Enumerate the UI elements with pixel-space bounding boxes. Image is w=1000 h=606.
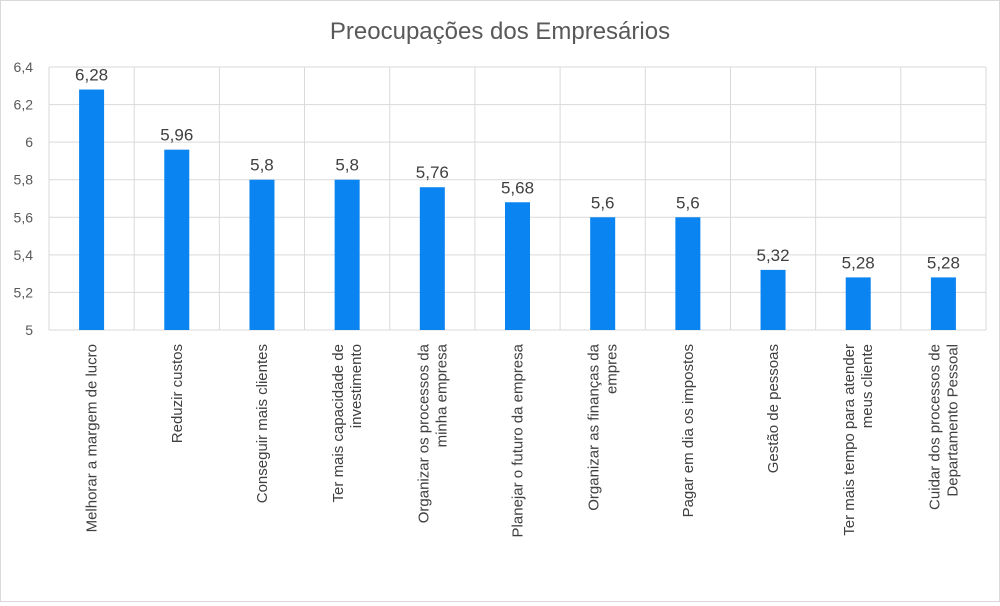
x-tick-label: Gestão de pessoas (765, 344, 782, 473)
x-tick-label-line: empres (604, 344, 621, 394)
bar (590, 217, 616, 330)
x-tick-label-line: Organizar as finanças da (586, 343, 603, 510)
bar (760, 269, 786, 330)
x-tick-label-line: minha empresa (433, 343, 450, 447)
data-label: 5,8 (335, 156, 359, 175)
data-label: 5,8 (250, 156, 274, 175)
x-axis: Melhorar a margem de lucro Reduzir custos… (84, 343, 962, 537)
x-tick-label-line: Reduzir custos (169, 344, 186, 443)
bar (930, 277, 956, 330)
x-tick-label-line: Organizar os processos da (415, 343, 432, 523)
chart-title: Preocupações dos Empresários (330, 18, 670, 45)
y-tick-label: 6 (25, 134, 33, 150)
data-label: 5,68 (501, 178, 534, 197)
data-label: 5,76 (416, 163, 449, 182)
bar (505, 202, 530, 330)
x-tick-label: Reduzir custos (169, 344, 186, 443)
x-tick-label: Cuidar dos processos deDepartamento Pess… (926, 344, 961, 510)
bar (419, 187, 445, 330)
x-tick-label-line: Planejar o futuro da empresa (510, 343, 527, 537)
x-tick-label: Organizar os processos daminha empresa (415, 343, 450, 523)
x-tick-label: Organizar as finanças daempres (586, 343, 621, 510)
bar (249, 179, 275, 330)
gridlines (48, 66, 987, 331)
x-tick-label-line: Melhorar a margem de lucro (84, 344, 101, 532)
data-label: 5,6 (676, 193, 700, 212)
x-tick-label: Melhorar a margem de lucro (84, 344, 101, 532)
x-tick-label: Conseguir mais clientes (254, 344, 271, 503)
x-tick-label-line: Pagar em dia os impostos (680, 344, 697, 517)
bar (164, 149, 190, 330)
bars (79, 89, 956, 331)
y-axis: 5 5,2 5,4 5,6 5,8 6 6,2 6,4 (14, 59, 34, 338)
data-label: 5,28 (927, 253, 960, 272)
x-tick-label-line: Conseguir mais clientes (254, 344, 271, 503)
x-tick-label-line: Gestão de pessoas (765, 344, 782, 473)
y-tick-label: 5,6 (14, 209, 34, 225)
bar (845, 277, 871, 330)
bar (79, 89, 105, 331)
x-tick-label-line: Cuidar dos processos de (926, 344, 943, 510)
y-tick-label: 5 (25, 322, 33, 338)
data-label: 5,32 (756, 246, 789, 265)
x-tick-label-line: Ter mais capacidade de (330, 344, 347, 502)
y-tick-label: 5,4 (14, 247, 34, 263)
data-labels: 6,28 5,96 5,8 5,8 5,76 5,68 5,6 5,6 5,32 5,28 5,28 (75, 66, 960, 273)
data-label: 6,28 (75, 66, 108, 85)
y-tick-label: 5,2 (14, 284, 34, 300)
x-tick-label-line: meus cliente (859, 344, 876, 428)
data-label: 5,6 (591, 193, 615, 212)
x-tick-label-line: Ter mais tempo para atender (841, 344, 858, 536)
bar (334, 179, 360, 330)
data-label: 5,96 (160, 126, 193, 145)
bar (675, 217, 701, 330)
x-tick-label: Pagar em dia os impostos (680, 344, 697, 517)
x-tick-label: Planejar o futuro da empresa (510, 343, 527, 537)
y-tick-label: 6,2 (14, 97, 34, 113)
data-label: 5,28 (842, 253, 875, 272)
x-tick-label-line: investimento (348, 344, 365, 428)
x-tick-label: Ter mais tempo para atendermeus cliente (841, 344, 876, 536)
x-tick-label-line: Departamento Pessoal (944, 344, 961, 497)
x-tick-label: Ter mais capacidade deinvestimento (330, 344, 365, 502)
y-tick-label: 5,8 (14, 172, 34, 188)
y-tick-label: 6,4 (14, 59, 34, 75)
